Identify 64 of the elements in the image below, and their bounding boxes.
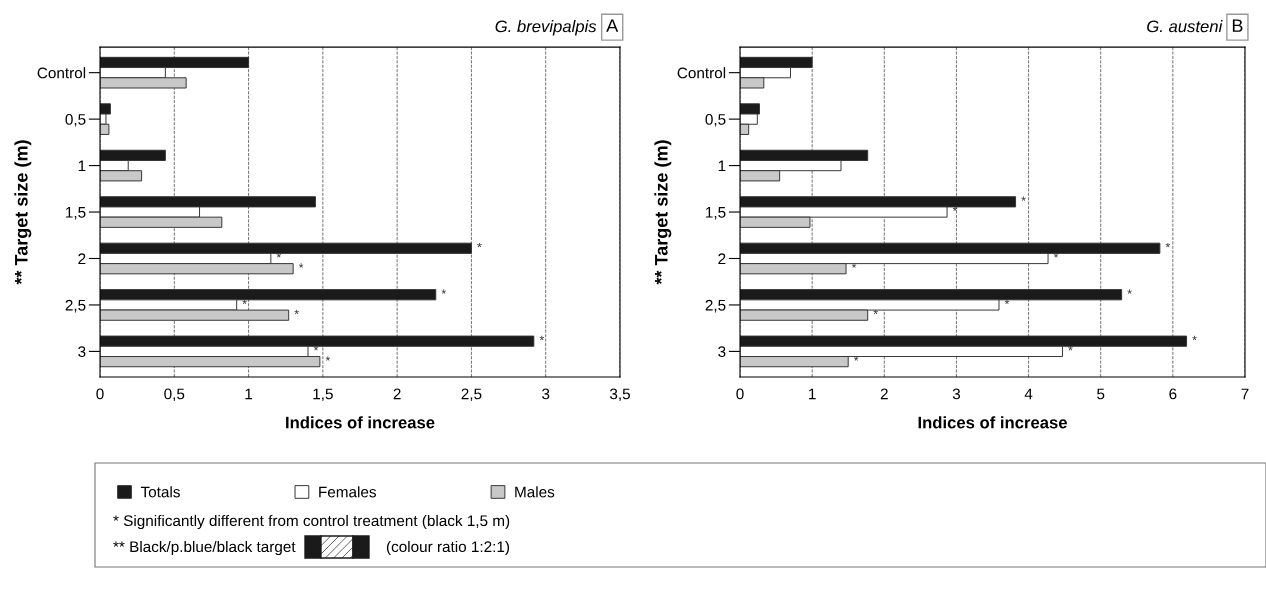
x-tick-label: 1,5 [313,388,333,402]
chart-title: G. austeni [1147,20,1223,33]
y-tick-label: 1 [718,160,726,172]
y-tick-label: 1,5 [706,207,726,220]
x-axis-title: Indices of increase [286,416,435,429]
data-label: * [298,263,304,268]
y-tick-label: 2,5 [705,299,726,313]
data-label: * [1068,346,1073,351]
data-label: * [1053,253,1059,258]
legend-label: Females [319,486,376,498]
data-label: * [1192,335,1197,341]
y-axis-title: ** Target size (m) [654,140,672,285]
x-tick-label: 1 [245,388,253,400]
text: * Significantly different from control treatment (black 1,5 m) [113,514,510,530]
y-tick-label: Control [677,67,726,79]
data-label: * [1165,242,1171,248]
y-axis-title: ** Target size (m) [14,140,32,285]
x-tick-label: 3,5 [609,388,630,402]
y-tick-label: 1 [78,160,86,172]
legend-label: Totals [140,486,180,498]
data-label: * [873,309,878,315]
chart-title: G. brevipalpis [495,20,597,36]
x-tick-label: 0,5 [164,388,185,402]
y-tick-label: 1,5 [66,207,86,220]
x-tick-label: 6 [1169,388,1177,400]
text: ** Black/p.blue/black target [113,540,296,556]
data-label: * [851,263,857,268]
x-tick-label: 5 [1097,388,1105,400]
data-label: * [276,253,282,258]
y-tick-label: 0,5 [705,113,726,127]
x-tick-label: 2 [880,388,888,400]
x-tick-label: 1 [809,388,816,400]
x-tick-label: 4 [1024,388,1033,400]
y-tick-label: 3 [718,346,726,358]
data-label: * [242,299,247,304]
data-label: * [1004,299,1010,304]
data-label: * [1127,289,1132,294]
data-label: * [294,309,299,315]
x-tick-label: 3 [952,388,961,400]
y-tick-label: 3 [78,346,86,358]
data-label: * [952,206,958,212]
y-tick-label: 2 [718,253,726,265]
data-label: * [1021,196,1026,201]
data-label: * [313,346,319,351]
x-tick-label: 0 [736,388,744,400]
chart-subtitle: A [606,19,619,32]
y-tick-label: 0,5 [65,113,86,127]
data-label: * [539,335,545,341]
x-tick-label: 2 [393,388,401,400]
data-label: * [325,356,331,361]
y-tick-label: 2 [78,253,86,265]
y-tick-label: 2,5 [65,299,86,313]
data-label: * [477,242,482,248]
x-tick-label: 7 [1241,388,1249,400]
text: (colour ratio 1:2:1) [386,540,510,556]
x-tick-label: 0 [96,388,104,400]
y-tick-label: Control [37,67,86,79]
x-tick-label: 3 [542,388,550,400]
x-tick-label: 2,5 [461,388,482,402]
data-label: * [853,356,859,361]
data-label: * [441,289,446,294]
legend-label: Males [515,486,555,498]
x-axis-title: Indices of increase [918,416,1067,429]
chart-subtitle: B [1232,19,1243,32]
